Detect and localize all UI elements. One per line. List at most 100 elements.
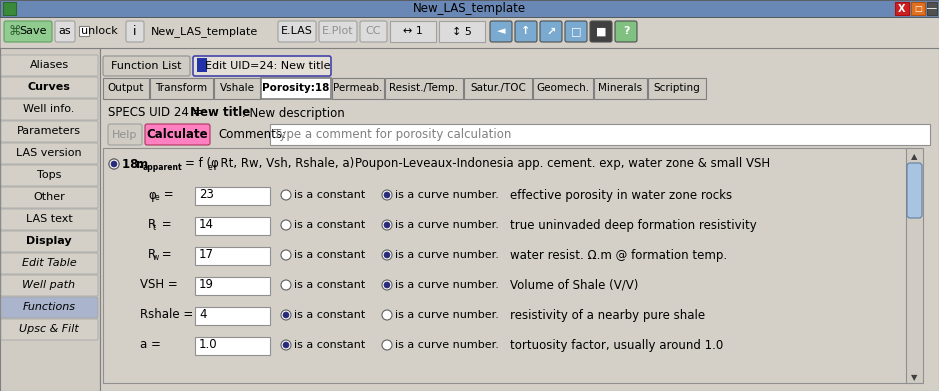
Text: = f (φ: = f (φ [185, 158, 219, 170]
Text: is a constant: is a constant [294, 280, 365, 290]
Bar [214, 78, 260, 99]
Text: =: = [160, 188, 174, 201]
Circle shape [281, 190, 291, 200]
Circle shape [283, 312, 289, 318]
Text: is a curve number.: is a curve number. [395, 250, 499, 260]
Text: : New description: : New description [238, 106, 345, 120]
Text: 23: 23 [199, 188, 214, 201]
FancyBboxPatch shape [1, 165, 98, 186]
Text: Permeab.: Permeab. [333, 83, 383, 93]
FancyBboxPatch shape [1, 77, 98, 98]
Text: is a constant: is a constant [294, 220, 365, 230]
FancyBboxPatch shape [1, 209, 98, 230]
Bar [439, 21, 485, 42]
Text: apparent: apparent [143, 163, 182, 172]
Text: φ: φ [148, 188, 156, 201]
Text: □: □ [914, 4, 922, 13]
Text: ▼: ▼ [911, 373, 917, 382]
Circle shape [109, 159, 119, 169]
Text: New title: New title [190, 106, 251, 120]
Circle shape [281, 280, 291, 290]
Text: Function List: Function List [111, 61, 181, 71]
Text: a =: a = [140, 339, 161, 352]
Circle shape [382, 220, 392, 230]
Text: true uninvaded deep formation resistivity: true uninvaded deep formation resistivit… [510, 219, 757, 231]
Text: ⌘: ⌘ [8, 25, 22, 38]
Bar [0, 17, 939, 48]
Text: LAS version: LAS version [16, 148, 82, 158]
Text: ◄: ◄ [497, 27, 505, 36]
Bar [100, 48, 939, 391]
Circle shape [111, 161, 117, 167]
Text: Edit Table: Edit Table [22, 258, 76, 268]
Text: VSH =: VSH = [140, 278, 177, 292]
Text: Scripting: Scripting [654, 83, 700, 93]
Bar [385, 78, 463, 99]
Circle shape [384, 192, 390, 198]
Text: is a constant: is a constant [294, 310, 365, 320]
Bar [464, 78, 532, 99]
Bar [648, 78, 706, 99]
Text: Tops: Tops [37, 170, 61, 180]
Text: 17: 17 [199, 249, 214, 262]
Text: unlock: unlock [81, 27, 117, 36]
Bar [195, 187, 270, 205]
Text: m: m [136, 158, 148, 170]
Bar [261, 78, 331, 99]
Circle shape [281, 310, 291, 320]
FancyBboxPatch shape [103, 56, 190, 76]
FancyBboxPatch shape [590, 21, 612, 42]
Text: is a curve number.: is a curve number. [395, 280, 499, 290]
Text: is a constant: is a constant [294, 250, 365, 260]
Text: Calculate: Calculate [146, 128, 208, 141]
Bar [150, 78, 213, 99]
Circle shape [283, 342, 289, 348]
FancyBboxPatch shape [1, 297, 98, 318]
Text: is a curve number.: is a curve number. [395, 190, 499, 200]
FancyBboxPatch shape [907, 163, 922, 218]
Text: Parameters: Parameters [17, 126, 81, 136]
Text: New_LAS_template: New_LAS_template [412, 2, 526, 15]
Text: E.Plot: E.Plot [322, 27, 354, 36]
Text: Help: Help [113, 129, 138, 140]
Bar [895, 2, 909, 15]
Text: E.LAS: E.LAS [281, 27, 313, 36]
Text: R: R [148, 219, 156, 231]
Bar [195, 217, 270, 235]
Text: Resist./Temp.: Resist./Temp. [390, 83, 458, 93]
Text: Minerals: Minerals [598, 83, 642, 93]
Circle shape [281, 220, 291, 230]
FancyBboxPatch shape [319, 21, 357, 42]
Circle shape [281, 340, 291, 350]
Text: water resist. Ω.m @ formation temp.: water resist. Ω.m @ formation temp. [510, 249, 727, 262]
Circle shape [382, 250, 392, 260]
Circle shape [382, 280, 392, 290]
Text: Comments:: Comments: [218, 128, 286, 141]
Text: SPECS UID 24 =: SPECS UID 24 = [108, 106, 207, 120]
Circle shape [109, 159, 119, 169]
FancyBboxPatch shape [1, 55, 98, 76]
Bar [0, 48, 100, 391]
Text: ?: ? [623, 27, 629, 36]
Text: ↔ 1: ↔ 1 [403, 27, 423, 36]
Text: Poupon-Leveaux-Indonesia app. cement. exp, water zone & small VSH: Poupon-Leveaux-Indonesia app. cement. ex… [355, 158, 770, 170]
Text: ↗: ↗ [546, 27, 556, 36]
FancyBboxPatch shape [540, 21, 562, 42]
FancyBboxPatch shape [278, 21, 316, 42]
Text: New_LAS_template: New_LAS_template [151, 26, 258, 37]
Bar [103, 148, 913, 383]
Bar [911, 2, 925, 15]
FancyBboxPatch shape [1, 121, 98, 142]
Bar [0, 0, 939, 17]
FancyBboxPatch shape [1, 143, 98, 164]
Text: R: R [148, 249, 156, 262]
FancyBboxPatch shape [1, 275, 98, 296]
FancyBboxPatch shape [1, 187, 98, 208]
FancyBboxPatch shape [145, 124, 210, 145]
Text: , Rt, Rw, Vsh, Rshale, a): , Rt, Rw, Vsh, Rshale, a) [213, 158, 354, 170]
Circle shape [384, 222, 390, 228]
Text: 4: 4 [199, 308, 207, 321]
Text: Output: Output [108, 83, 145, 93]
Bar [270, 124, 930, 145]
Text: e: e [208, 163, 212, 172]
